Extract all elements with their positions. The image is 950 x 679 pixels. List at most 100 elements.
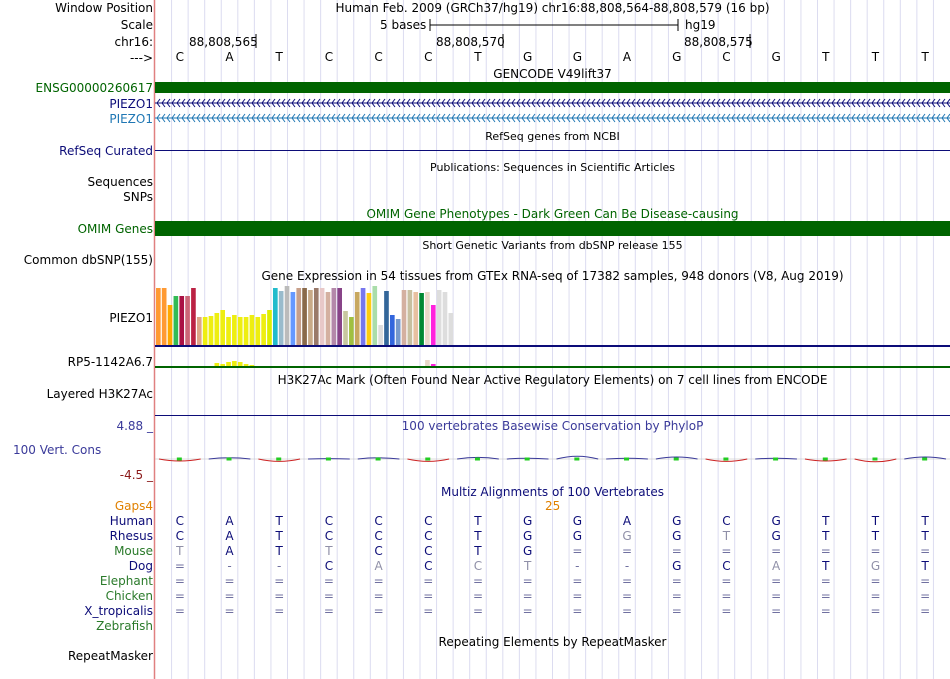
species-label[interactable]: Zebrafish (96, 619, 153, 633)
gtex-bar[interactable] (179, 296, 185, 345)
repeatmasker-label[interactable]: RepeatMasker (67, 649, 153, 663)
h3k27ac-baseline[interactable] (155, 415, 950, 416)
h3k27ac-track-title[interactable]: H3K27Ac Mark (Often Found Near Active Re… (277, 373, 828, 387)
omim-block[interactable] (155, 221, 950, 236)
gtex-bar[interactable] (220, 364, 225, 366)
publications-track-title[interactable]: Publications: Sequences in Scientific Ar… (430, 161, 675, 174)
gtex-bar[interactable] (407, 290, 413, 345)
gtex-bar[interactable] (448, 313, 454, 345)
gtex-bar[interactable] (425, 360, 430, 366)
cons-chart[interactable] (155, 448, 950, 470)
gtex-bar[interactable] (196, 317, 202, 345)
gtex-bar[interactable] (296, 288, 302, 345)
species-alignment-row[interactable]: T A T T C C T G = = = = = = = = (155, 544, 950, 558)
gtex-piezo1-label[interactable]: PIEZO1 (109, 311, 153, 325)
gtex-bar[interactable] (354, 292, 360, 345)
gtex-bar[interactable] (243, 317, 249, 345)
gene-label-piezo1-alt[interactable]: PIEZO1 (109, 112, 153, 126)
gtex-bar[interactable] (232, 361, 237, 366)
gtex-piezo1-chart[interactable] (155, 286, 950, 348)
gene-piezo1-alt-strand[interactable] (155, 113, 950, 123)
h3k27ac-label[interactable]: Layered H3K27Ac (46, 387, 153, 401)
gtex-track-title[interactable]: Gene Expression in 54 tissues from GTEx … (261, 269, 844, 283)
gene-piezo1-strand[interactable] (155, 98, 950, 108)
species-alignment-row[interactable]: = = = = = = = = = = = = = = = = (155, 574, 950, 588)
gtex-bar[interactable] (349, 317, 354, 345)
gtex-bar[interactable] (430, 364, 436, 366)
gtex-bar[interactable] (167, 305, 173, 345)
gtex-bar[interactable] (273, 288, 278, 345)
gtex-bar[interactable] (243, 364, 249, 366)
gtex-bar[interactable] (378, 325, 383, 345)
gtex-bar[interactable] (208, 316, 214, 345)
dbsnp-track-title[interactable]: Short Genetic Variants from dbSNP releas… (422, 239, 683, 252)
omim-track-title[interactable]: OMIM Gene Phenotypes - Dark Green Can Be… (366, 207, 739, 221)
gtex-rp5-chart[interactable] (155, 358, 950, 370)
species-label[interactable]: Rhesus (109, 529, 153, 543)
gtex-bar[interactable] (313, 288, 319, 345)
gencode-track-title[interactable]: GENCODE V49lift37 (493, 67, 612, 81)
gtex-bar[interactable] (366, 293, 372, 345)
gtex-bar[interactable] (325, 292, 331, 345)
gtex-bar[interactable] (226, 362, 231, 366)
gtex-bar[interactable] (372, 286, 378, 345)
species-label[interactable]: Dog (128, 559, 153, 573)
gtex-bar[interactable] (401, 290, 407, 345)
gtex-bar[interactable] (249, 365, 255, 366)
gtex-bar[interactable] (232, 315, 237, 345)
gtex-bar[interactable] (156, 288, 161, 345)
cons-track-title[interactable]: 100 vertebrates Basewise Conservation by… (401, 419, 704, 433)
cons-value[interactable] (457, 456, 499, 460)
gtex-bar[interactable] (337, 288, 342, 345)
gtex-bar[interactable] (220, 310, 225, 345)
species-label[interactable]: X_tropicalis (84, 604, 153, 618)
cons-value[interactable] (854, 458, 897, 463)
gtex-bar[interactable] (237, 317, 243, 345)
gtex-bar[interactable] (214, 313, 220, 345)
gtex-bar[interactable] (185, 296, 190, 345)
cons-value[interactable] (556, 455, 599, 460)
cons-value[interactable] (258, 458, 301, 462)
species-label[interactable]: Chicken (105, 589, 153, 603)
species-alignment-row[interactable]: = = = = = = = = = = = = = = = = (155, 589, 950, 603)
cons-track-label[interactable]: 100 Vert. Cons (13, 443, 102, 457)
gene-label-piezo1[interactable]: PIEZO1 (109, 97, 153, 111)
cons-value[interactable] (904, 456, 947, 460)
omim-label[interactable]: OMIM Genes (77, 222, 153, 236)
gtex-bar[interactable] (425, 292, 430, 345)
species-label[interactable]: Mouse (114, 544, 153, 558)
gtex-bar[interactable] (436, 290, 442, 345)
cons-value[interactable] (804, 458, 847, 462)
species-alignment-row[interactable]: = - - C A C C T - - G C A T G T (155, 559, 950, 573)
repeatmasker-track-title[interactable]: Repeating Elements by RepeatMasker (438, 635, 667, 649)
species-label[interactable]: Elephant (99, 574, 153, 588)
cons-value[interactable] (655, 456, 698, 460)
gtex-bar[interactable] (302, 288, 307, 345)
cons-value[interactable] (407, 458, 450, 462)
gtex-bar[interactable] (308, 290, 313, 345)
species-alignment-row[interactable]: = = = = = = = = = = = = = = = = (155, 604, 950, 618)
gtex-bar[interactable] (395, 319, 401, 345)
gtex-bar[interactable] (261, 314, 266, 345)
publications-sequences-label[interactable]: Sequences (87, 175, 153, 189)
gtex-bar[interactable] (249, 315, 255, 345)
gtex-bar[interactable] (267, 310, 272, 345)
gene-ensg-block[interactable] (155, 82, 950, 93)
refseq-track-title[interactable]: RefSeq genes from NCBI (485, 130, 620, 143)
gtex-bar[interactable] (343, 311, 348, 345)
gtex-bar[interactable] (442, 292, 448, 345)
gtex-bar[interactable] (278, 291, 284, 345)
species-label[interactable]: Human (109, 514, 153, 528)
gtex-rp5-label[interactable]: RP5-1142A6.7 (67, 355, 153, 369)
gene-label-ensg[interactable]: ENSG00000260617 (35, 81, 153, 95)
gtex-bar[interactable] (419, 293, 424, 345)
dbsnp-label[interactable]: Common dbSNP(155) (23, 253, 153, 267)
cons-value[interactable] (705, 458, 748, 462)
gtex-bar[interactable] (161, 288, 167, 345)
gtex-bar[interactable] (284, 286, 290, 345)
gtex-bar[interactable] (413, 292, 419, 345)
multiz-track-title[interactable]: Multiz Alignments of 100 Vertebrates (440, 485, 665, 499)
gtex-bar[interactable] (226, 317, 231, 345)
